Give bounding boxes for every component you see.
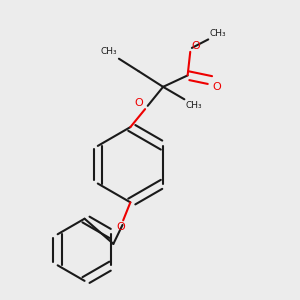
Text: O: O: [213, 82, 222, 92]
Text: CH₃: CH₃: [210, 29, 226, 38]
Text: O: O: [116, 222, 125, 232]
Text: O: O: [191, 41, 200, 51]
Text: CH₃: CH₃: [101, 47, 117, 56]
Text: CH₃: CH₃: [186, 101, 202, 110]
Text: O: O: [135, 98, 143, 109]
